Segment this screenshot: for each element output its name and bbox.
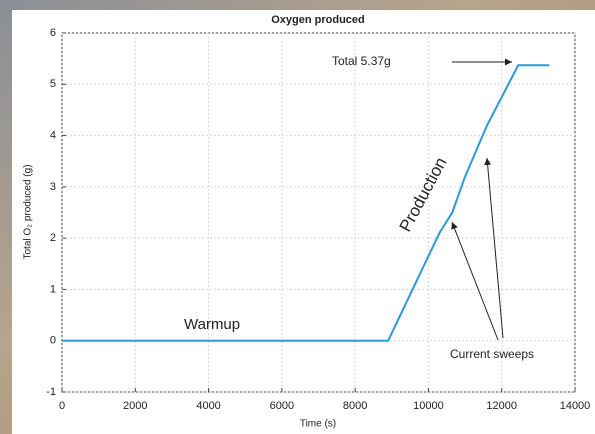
x-tick-label: 0 (59, 400, 65, 412)
chart-title: Oxygen produced (271, 14, 365, 26)
y-tick-label: 4 (50, 129, 56, 141)
y-tick-label: 5 (50, 78, 56, 90)
chart: Oxygen produced Time (s) Total O₂ produc… (0, 0, 595, 434)
annotation: Current sweeps (450, 347, 534, 361)
y-tick-label: -1 (46, 386, 56, 398)
x-tick-label: 14000 (560, 400, 591, 412)
x-tick-label: 4000 (196, 400, 220, 412)
y-tick-label: 6 (50, 27, 56, 39)
y-tick-label: 1 (50, 283, 56, 295)
annotation: Warmup (184, 316, 240, 333)
x-tick-label: 8000 (343, 400, 367, 412)
x-tick-label: 12000 (486, 400, 517, 412)
annotation: Total 5.37g (332, 54, 391, 68)
x-tick-label: 10000 (413, 400, 444, 412)
page: Oxygen produced Time (s) Total O₂ produc… (0, 0, 595, 434)
x-axis-label: Time (s) (300, 419, 336, 430)
x-tick-label: 2000 (123, 400, 147, 412)
plot-area (62, 33, 575, 392)
y-axis-label: Total O₂ produced (g) (23, 164, 34, 259)
y-tick-label: 3 (50, 181, 56, 193)
x-tick-label: 6000 (270, 400, 294, 412)
y-tick-label: 2 (50, 232, 56, 244)
y-tick-label: 0 (50, 335, 56, 347)
